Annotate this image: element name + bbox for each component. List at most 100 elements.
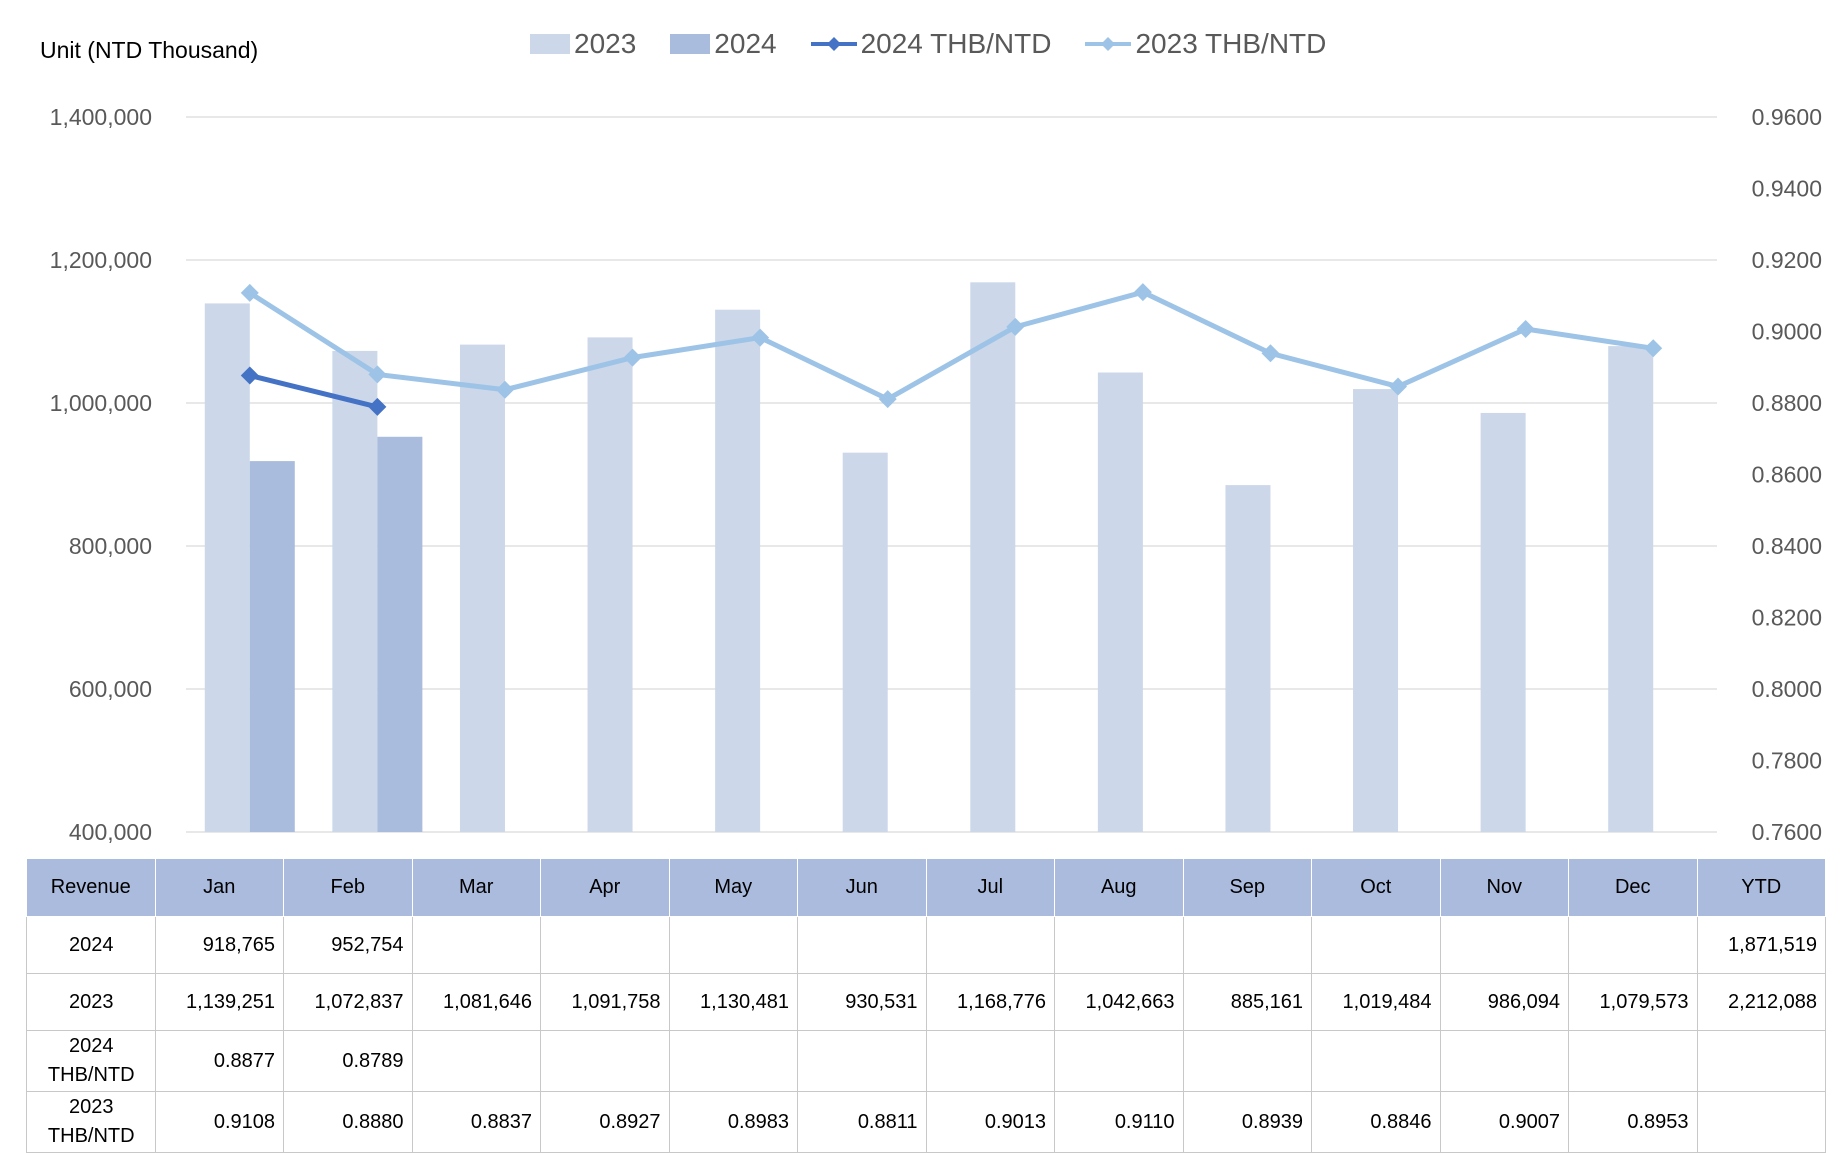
table-cell (1568, 916, 1698, 974)
y2-axis-tick-label: 0.8800 (1752, 390, 1822, 416)
table-cell: 0.8880 (283, 1091, 413, 1153)
table-header-oct: Oct (1311, 858, 1441, 917)
table-header-row: Revenue Jan Feb Mar Apr May Jun Jul Aug Sep Oct Nov… (26, 858, 1826, 917)
table-cell (411, 1030, 541, 1092)
table-header-jun: Jun (797, 858, 927, 917)
table-header-may: May (668, 858, 798, 917)
y2-axis-tick-label: 0.8200 (1752, 605, 1822, 631)
marker-2023-thb-ntd-jun (878, 390, 897, 409)
marker-2023-thb-ntd-jul (1006, 317, 1025, 336)
y2-axis-tick-label: 0.8000 (1752, 676, 1822, 702)
bar-2024-feb (377, 436, 423, 832)
marker-2023-thb-ntd-aug (1133, 283, 1152, 302)
table-header-jan: Jan (154, 858, 284, 917)
y2-axis-tick-label: 0.8400 (1752, 533, 1822, 559)
table-cell: 885,161 (1182, 973, 1312, 1031)
table-cell: 918,765 (154, 916, 284, 974)
table-row: 2024 THB/NTD 0.8877 0.8789 (26, 1030, 1826, 1092)
bar-2023-nov (1480, 412, 1526, 832)
table-cell (411, 916, 541, 974)
table-cell (540, 1030, 670, 1092)
table-cell (1439, 916, 1569, 974)
table-cell: 1,042,663 (1054, 973, 1184, 1031)
table-cell: 1,139,251 (154, 973, 284, 1031)
y-axis-tick-label: 400,000 (69, 819, 152, 845)
table-row: 2024 918,765 952,754 1,871,519 (26, 916, 1826, 974)
bar-2023-jul (970, 282, 1016, 832)
table-cell: 1,091,758 (540, 973, 670, 1031)
table-cell (797, 916, 927, 974)
bar-2023-oct (1353, 389, 1399, 832)
table-row-label: 2024 (26, 916, 156, 974)
table-cell (1182, 916, 1312, 974)
y-axis-tick-label: 1,000,000 (50, 390, 152, 416)
table-header-feb: Feb (283, 858, 413, 917)
table-cell (1696, 1030, 1826, 1092)
table-cell: 0.8939 (1182, 1091, 1312, 1153)
table-cell: 1,081,646 (411, 973, 541, 1031)
table-cell (540, 916, 670, 974)
table-cell: 0.9110 (1054, 1091, 1184, 1153)
table-cell: 1,019,484 (1311, 973, 1441, 1031)
y2-axis-tick-label: 0.9200 (1752, 247, 1822, 273)
table-cell: 2,212,088 (1696, 973, 1826, 1031)
marker-2023-thb-ntd-sep (1261, 344, 1280, 363)
bar-2023-jun (842, 452, 888, 832)
table-cell: 0.8837 (411, 1091, 541, 1153)
bar-2024-jan (249, 461, 295, 832)
marker-2023-thb-ntd-nov (1516, 319, 1535, 338)
table-cell: 1,871,519 (1696, 916, 1826, 974)
table-header-revenue: Revenue (26, 858, 156, 917)
marker-2023-thb-ntd-dec (1644, 339, 1663, 358)
bar-2023-mar (459, 344, 505, 832)
table-header-apr: Apr (540, 858, 670, 917)
table-cell: 0.8789 (283, 1030, 413, 1092)
bar-2023-feb (332, 350, 378, 832)
table-cell (1439, 1030, 1569, 1092)
legend-label-2023-thb-ntd: 2023 THB/NTD (1135, 28, 1327, 59)
y2-axis-tick-label: 0.7600 (1752, 819, 1822, 845)
bar-2023-may (715, 309, 761, 833)
y2-axis-tick-label: 0.8600 (1752, 462, 1822, 488)
table-cell: 0.8811 (797, 1091, 927, 1153)
table-header-jul: Jul (925, 858, 1055, 917)
table-cell (925, 916, 1055, 974)
legend-label-2024: 2024 (714, 28, 777, 59)
table-cell: 0.8927 (540, 1091, 670, 1153)
table-cell: 0.8846 (1311, 1091, 1441, 1153)
marker-2023-thb-ntd-oct (1389, 377, 1408, 396)
marker-2023-thb-ntd-may (751, 328, 770, 347)
marker-2023-thb-ntd-mar (495, 380, 514, 399)
marker-2023-thb-ntd-jan (240, 283, 259, 302)
table-cell (668, 916, 798, 974)
table-cell: 0.8983 (668, 1091, 798, 1153)
unit-label: Unit (NTD Thousand) (40, 37, 259, 63)
table-cell: 0.9108 (154, 1091, 284, 1153)
y2-axis-tick-label: 0.7800 (1752, 748, 1822, 774)
y-axis-tick-label: 800,000 (69, 533, 152, 559)
table-row-label: 2023 THB/NTD (26, 1091, 156, 1153)
legend-swatch-2023-thb-ntd (1085, 37, 1132, 51)
bar-2023-sep (1225, 485, 1271, 832)
table-header-nov: Nov (1439, 858, 1569, 917)
table-cell: 952,754 (283, 916, 413, 974)
y-axis-tick-label: 600,000 (69, 676, 152, 702)
table-row-label: 2023 (26, 973, 156, 1031)
y-axis-tick-label: 1,200,000 (50, 247, 152, 273)
bar-2023-apr (587, 337, 633, 832)
table-cell (1568, 1030, 1698, 1092)
legend-item-2023-thb-ntd: 2023 THB/NTD (1085, 28, 1326, 60)
table-row: 2023 THB/NTD 0.9108 0.8880 0.8837 0.8927 0.898… (26, 1091, 1826, 1153)
table-cell: 986,094 (1439, 973, 1569, 1031)
table-cell (925, 1030, 1055, 1092)
marker-2024-thb-ntd-jan (240, 366, 259, 385)
legend-swatch-2023 (530, 34, 570, 54)
table-header-aug: Aug (1054, 858, 1184, 917)
table-cell (1311, 1030, 1441, 1092)
chart-legend: 2023 2024 2024 THB/NTD 2023 THB/NTD (530, 28, 1360, 60)
marker-2024-thb-ntd-feb (368, 397, 387, 416)
table-cell (1696, 1091, 1826, 1153)
table-cell (1054, 916, 1184, 974)
marker-2023-thb-ntd-apr (623, 348, 642, 367)
table-cell: 0.9013 (925, 1091, 1055, 1153)
